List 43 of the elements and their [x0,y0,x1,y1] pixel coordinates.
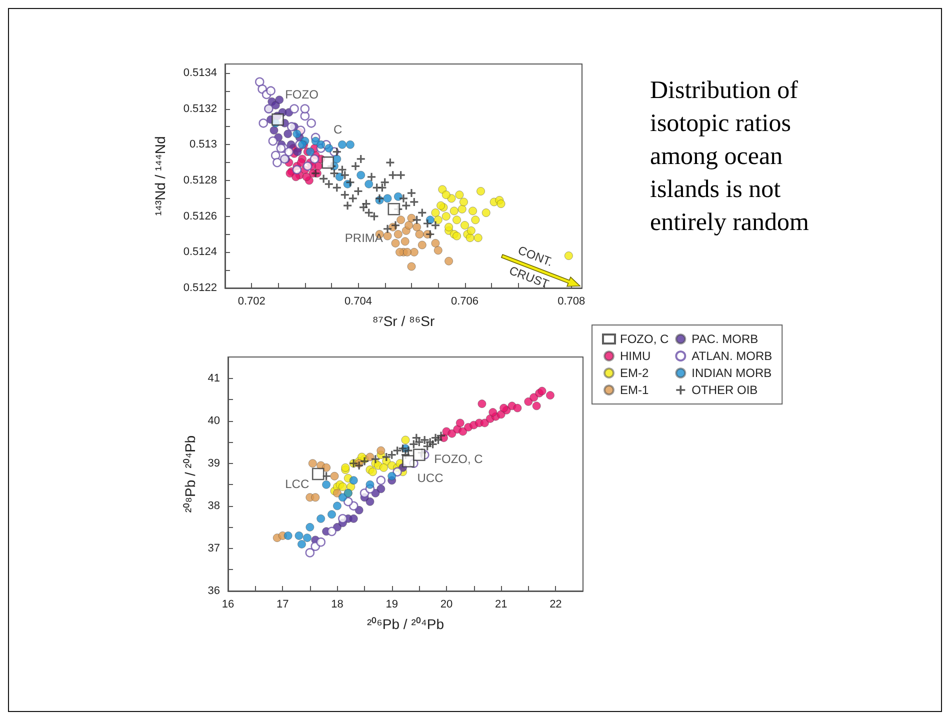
y-tick-label: 36 [208,585,220,597]
y-tick-label: 0.513 [189,138,217,151]
legend-label: HIMU [620,349,651,363]
annotation: C [334,122,342,137]
y-tick-label: 39 [208,457,220,470]
annotation: PRIMA [344,231,383,246]
text: Distribution of isotopic ratios among ocean islands is not entirely random [650,76,810,238]
x-tick-label: 0.702 [238,296,266,308]
legend-label: EM-1 [620,383,649,397]
x-tick-label: 19 [386,598,398,610]
y-tick-label: 41 [208,372,220,384]
legend-label: FOZO, C [620,332,669,346]
y-tick-label: 40 [208,414,220,427]
x-tick-label: 0.704 [344,296,372,308]
x-tick-label: 20 [440,598,453,610]
legend-label: PAC. MORB [692,332,758,346]
y-tick-label: 0.5132 [183,102,217,115]
x-axis-title: ⁸⁷Sr / ⁸⁶Sr [372,313,435,329]
y-tick-label: 0.5122 [183,282,217,294]
annotation: LCC [285,477,310,491]
y-tick-label: 0.5128 [183,174,217,186]
x-tick-label: 17 [276,598,289,610]
x-tick-label: 16 [222,598,234,610]
y-axis-title: ¹⁴³Nd / ¹⁴⁴Nd [152,136,168,216]
legend-label: EM-2 [620,366,649,380]
x-tick-label: 0.708 [558,296,586,308]
y-tick-label: 0.5124 [183,246,217,258]
x-tick-label: 21 [494,598,508,610]
y-axis-title: ²⁰⁸Pb / ²⁰⁴Pb [182,435,198,513]
annotation: UCC [417,471,444,486]
annotation: FOZO [285,88,318,102]
x-tick-label: 0.706 [451,296,479,308]
y-tick-label: 0.5126 [183,210,217,222]
legend-label: OTHER OIB [692,383,758,397]
y-tick-label: 0.5134 [183,66,217,79]
y-tick-label: 38 [208,500,220,512]
legend-label: INDIAN MORB [692,366,772,380]
y-tick-label: 37 [208,542,220,554]
x-tick-label: 18 [331,598,344,610]
x-tick-label: 22 [550,598,562,610]
legend-label: ATLAN. MORB [692,349,772,363]
x-axis-title: ²⁰⁶Pb / ²⁰⁴Pb [366,616,444,632]
annotation: FOZO, C [434,452,484,466]
